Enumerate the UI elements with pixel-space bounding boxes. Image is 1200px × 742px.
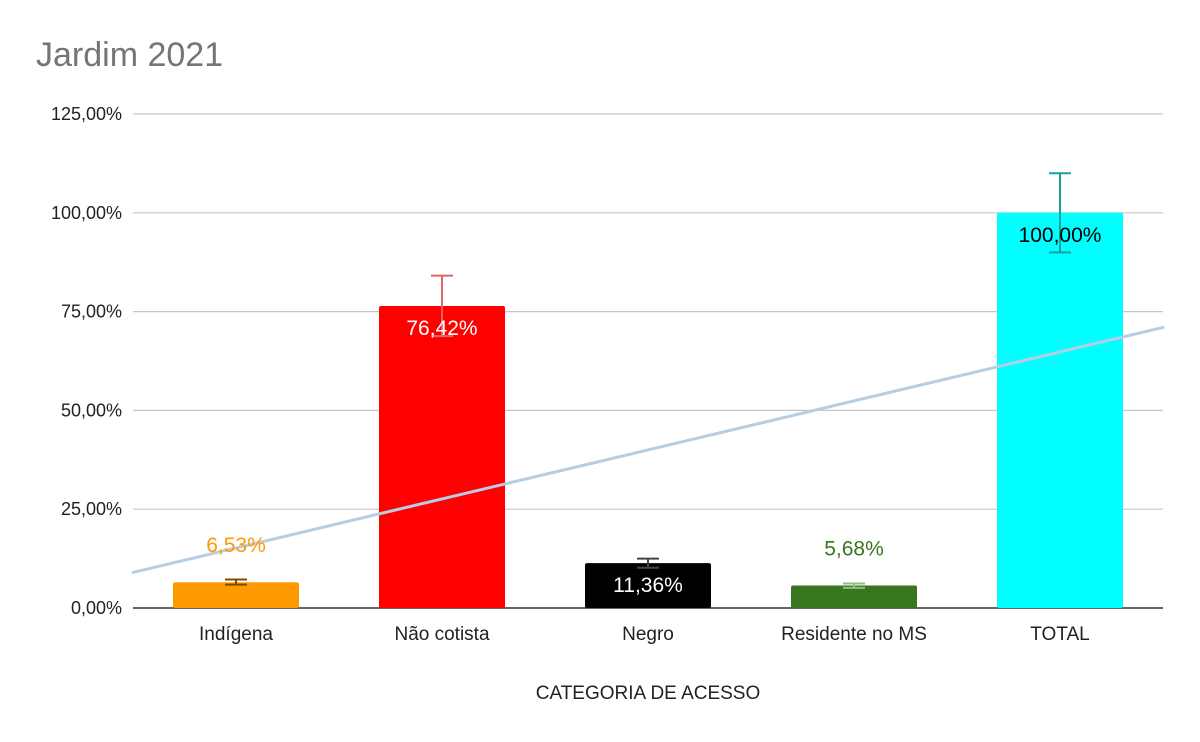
trendline-line — [131, 325, 1165, 574]
y-axis: 0,00% 25,00% 50,00% 75,00% 100,00% 125,00% — [51, 104, 122, 618]
y-tick-label: 100,00% — [51, 203, 122, 223]
y-tick-label: 125,00% — [51, 104, 122, 124]
x-tick-label: Negro — [622, 624, 674, 645]
bar — [379, 305, 505, 608]
bar — [585, 563, 711, 608]
y-tick-label: 25,00% — [61, 499, 122, 519]
x-tick-label: Residente no MS — [781, 624, 927, 645]
gridlines — [133, 113, 1163, 609]
x-axis: Indígena Não cotista Negro Residente no MS T… — [199, 624, 1090, 645]
data-label: 5,68% — [824, 538, 884, 561]
trendline — [131, 325, 1165, 574]
x-tick-label: TOTAL — [1030, 624, 1089, 645]
bars — [173, 212, 1123, 609]
error-bars — [225, 172, 1071, 589]
x-axis-title: CATEGORIA DE ACESSO — [536, 683, 761, 704]
data-label: 100,00% — [1019, 224, 1102, 247]
bar — [791, 585, 917, 608]
x-tick-label: Não cotista — [394, 624, 489, 645]
y-tick-label: 75,00% — [61, 302, 122, 322]
bar — [997, 212, 1123, 609]
chart-title: Jardim 2021 — [36, 36, 224, 74]
x-tick-label: Indígena — [199, 624, 273, 645]
data-label: 76,42% — [406, 317, 477, 340]
y-tick-label: 0,00% — [71, 598, 122, 618]
data-label: 6,53% — [206, 534, 266, 557]
y-tick-label: 50,00% — [61, 400, 122, 420]
bar — [173, 582, 299, 608]
data-label: 11,36% — [613, 574, 683, 597]
data-labels: 6,53% 76,42% 11,36% 5,68% 100,00% — [206, 224, 1101, 597]
